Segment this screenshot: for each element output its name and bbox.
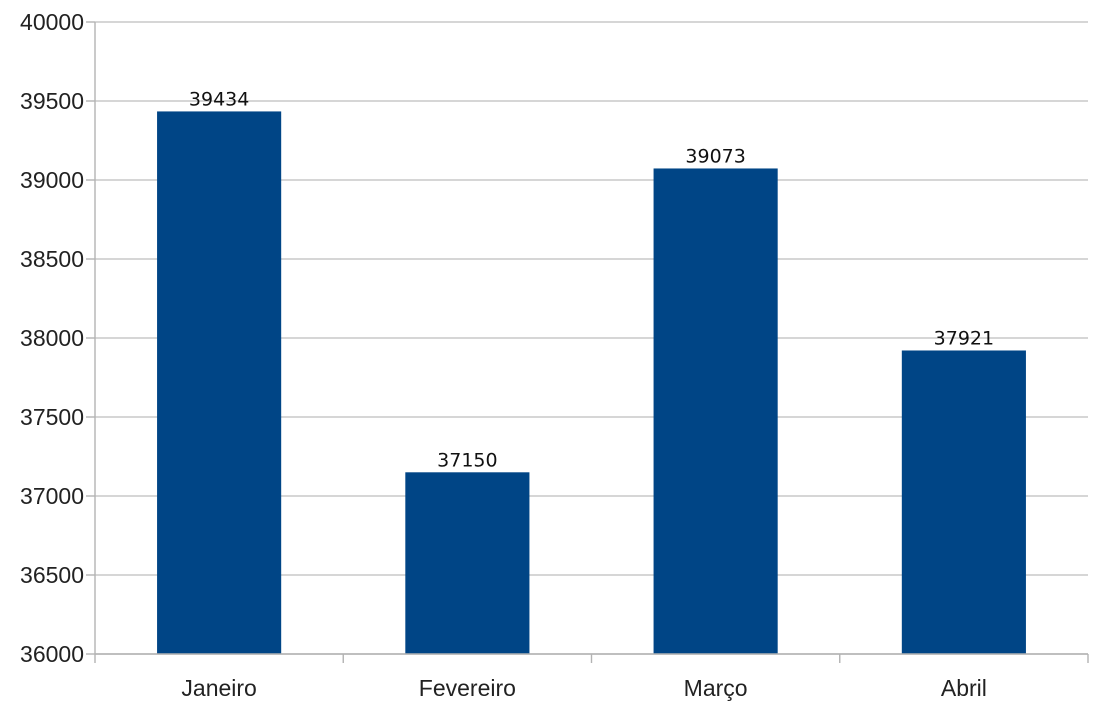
x-axis-tick-labels: Janeiro Fevereiro Março Abril bbox=[181, 675, 986, 701]
bar-1 bbox=[405, 472, 530, 654]
y-tick-label: 38500 bbox=[20, 246, 84, 272]
y-tick-label: 40000 bbox=[20, 9, 84, 35]
y-tick-label: 39500 bbox=[20, 88, 84, 114]
y-tick-label: 37000 bbox=[20, 483, 84, 509]
x-tick-label: Março bbox=[684, 675, 748, 701]
y-tick-label: 38000 bbox=[20, 325, 84, 351]
data-labels: 39434 37150 39073 37921 bbox=[189, 88, 994, 471]
y-axis-tick-labels: 36000 36500 37000 37500 38000 38500 39000 39500… bbox=[20, 9, 84, 667]
y-tick-label: 37500 bbox=[20, 404, 84, 430]
data-label: 39434 bbox=[189, 88, 249, 110]
bar-2 bbox=[653, 168, 778, 654]
bar-0 bbox=[157, 111, 282, 655]
y-tick-label: 39000 bbox=[20, 167, 84, 193]
x-tick-label: Janeiro bbox=[181, 675, 256, 701]
data-label: 37921 bbox=[934, 327, 994, 349]
y-tick-label: 36000 bbox=[20, 641, 84, 667]
bars bbox=[157, 111, 1026, 655]
bar-3 bbox=[901, 350, 1026, 654]
data-label: 37150 bbox=[437, 449, 497, 471]
data-label: 39073 bbox=[685, 145, 745, 167]
axes bbox=[86, 21, 1089, 663]
y-tick-label: 36500 bbox=[20, 562, 84, 588]
x-tick-label: Fevereiro bbox=[419, 675, 516, 701]
x-tick-label: Abril bbox=[941, 675, 987, 701]
